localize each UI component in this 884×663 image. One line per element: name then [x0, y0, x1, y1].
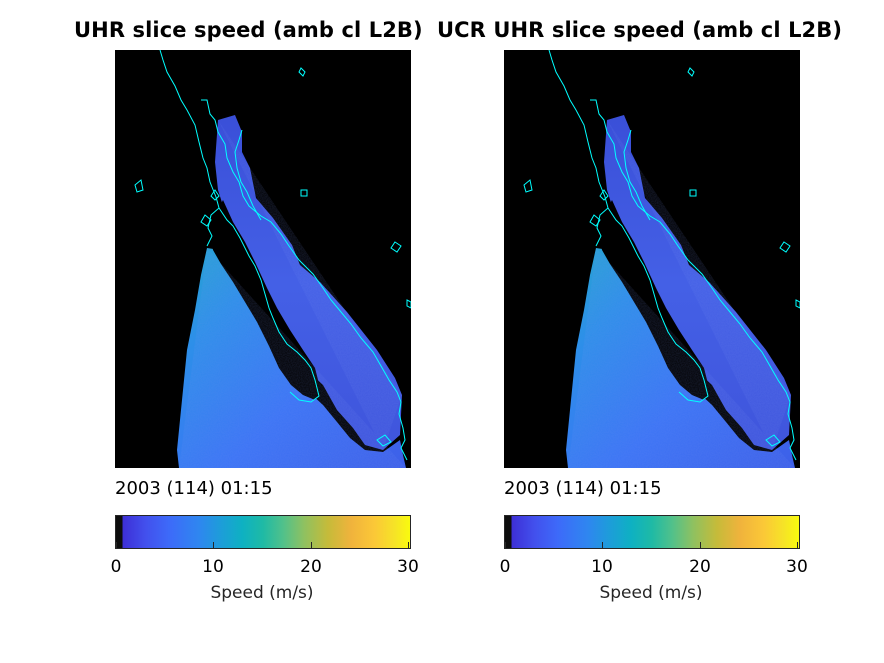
colorbar-tick	[213, 542, 214, 548]
speed-map	[504, 50, 800, 468]
colorbar-tick-label: 0	[110, 557, 122, 577]
colorbar-tick	[700, 542, 701, 548]
left-panel: UHR slice speed (amb cl L2B) 2003 (114) …	[0, 0, 423, 663]
colorbar-tick-label: 30	[786, 557, 808, 577]
colorbar-tick-label: 20	[689, 557, 711, 577]
colorbar	[504, 515, 800, 549]
timestamp: 2003 (114) 01:15	[115, 478, 273, 499]
colorbar-tick	[116, 542, 117, 548]
speed-map-image	[115, 50, 411, 468]
colorbar-tick	[797, 542, 798, 548]
colorbar-tick-label: 20	[300, 557, 322, 577]
colorbar-tick	[408, 542, 409, 548]
colorbar	[115, 515, 411, 549]
colorbar-label: Speed (m/s)	[210, 583, 314, 603]
panel-title: UHR slice speed (amb cl L2B)	[74, 18, 423, 42]
colorbar-tick-label: 10	[591, 557, 613, 577]
right-panel: UCR UHR slice speed (amb cl L2B) 2003 (1…	[389, 0, 842, 663]
speed-map	[115, 50, 411, 468]
colorbar-tick-label: 30	[397, 557, 419, 577]
colorbar-tick-label: 10	[202, 557, 224, 577]
speed-map-image	[504, 50, 800, 468]
panel-title: UCR UHR slice speed (amb cl L2B)	[437, 18, 843, 42]
colorbar-tick-label: 0	[499, 557, 511, 577]
colorbar-tick	[311, 542, 312, 548]
colorbar-tick	[505, 542, 506, 548]
timestamp: 2003 (114) 01:15	[504, 478, 662, 499]
colorbar-tick	[602, 542, 603, 548]
colorbar-label: Speed (m/s)	[599, 583, 703, 603]
